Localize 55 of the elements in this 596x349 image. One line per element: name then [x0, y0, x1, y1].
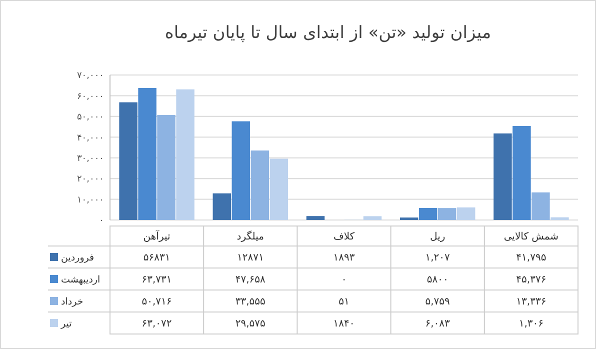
bar — [363, 216, 382, 220]
y-tick-label: ۷۰,۰۰۰ — [76, 71, 104, 82]
data-label: ۴۱,۷۹۵ — [516, 252, 546, 264]
data-label: ۵,۷۵۹ — [425, 296, 450, 308]
y-tick-label: ۶۰,۰۰۰ — [76, 92, 104, 102]
data-label: ۵۶۸۳۱ — [143, 252, 170, 264]
data-label: ۵۰,۷۱۶ — [142, 296, 172, 308]
y-tick-label: ۳۰,۰۰۰ — [76, 154, 104, 164]
data-label: ۱,۲۰۷ — [425, 252, 451, 264]
x-tick-label: ریل — [430, 232, 446, 242]
bar — [550, 217, 569, 220]
x-tick-label: میلگرد — [236, 230, 264, 242]
data-label: ۱,۳۰۶ — [518, 318, 544, 330]
data-label: ۲۹,۵۷۵ — [235, 318, 266, 330]
y-tick-label: ۵۰,۰۰۰ — [76, 112, 104, 123]
x-tick-label: تیرآهن — [143, 230, 171, 242]
bar — [270, 158, 288, 220]
data-label: ۱۸۹۳ — [333, 252, 356, 264]
data-label: ۴۷,۶۵۸ — [235, 274, 266, 286]
bar — [138, 88, 156, 220]
bar — [418, 208, 438, 220]
x-tick-label: شمش کالایی — [504, 232, 559, 242]
data-label: ۱۳,۳۳۶ — [516, 296, 546, 308]
bar — [119, 102, 138, 220]
bar — [438, 208, 456, 220]
bar — [176, 89, 194, 220]
bar — [306, 216, 325, 220]
y-tick-label: ۴۰,۰۰۰ — [76, 133, 104, 144]
y-tick-label: ۱۰,۰۰۰ — [76, 195, 104, 206]
y-tick-label: ۲۰,۰۰۰ — [76, 174, 104, 185]
legend-label: اردیبهشت — [61, 274, 100, 286]
bar — [456, 207, 476, 220]
bar — [532, 192, 550, 220]
bar — [232, 121, 250, 220]
data-label: ۵۱ — [338, 296, 350, 308]
data-label: ۱۲۸۷۱ — [236, 252, 264, 264]
bar — [250, 150, 270, 220]
legend-label: خرداد — [61, 296, 84, 308]
chart-title: میزان تولید «تن» از ابتدای سال تا پایان تیرماه — [164, 23, 492, 43]
data-label: ۶۳,۰۷۲ — [142, 318, 172, 330]
bar — [512, 126, 531, 220]
x-tick-label: کلاف — [333, 232, 355, 242]
bar — [494, 133, 512, 220]
data-label: ۰ — [341, 274, 347, 286]
y-tick-label: ۰ — [99, 216, 104, 226]
data-label: ۶۳,۷۳۱ — [142, 274, 172, 286]
data-label: ۴۵,۳۷۶ — [516, 274, 546, 286]
legend-label: تیر — [60, 318, 72, 330]
data-label: ۱۸۴۰ — [333, 318, 355, 330]
data-label: ۶,۰۸۳ — [425, 318, 451, 330]
data-label: ۵۸۰۰ — [426, 274, 448, 286]
bar — [157, 114, 176, 220]
bar — [212, 193, 232, 220]
legend-label: فروردین — [61, 252, 94, 264]
data-label: ۳۳,۵۵۵ — [235, 296, 266, 308]
